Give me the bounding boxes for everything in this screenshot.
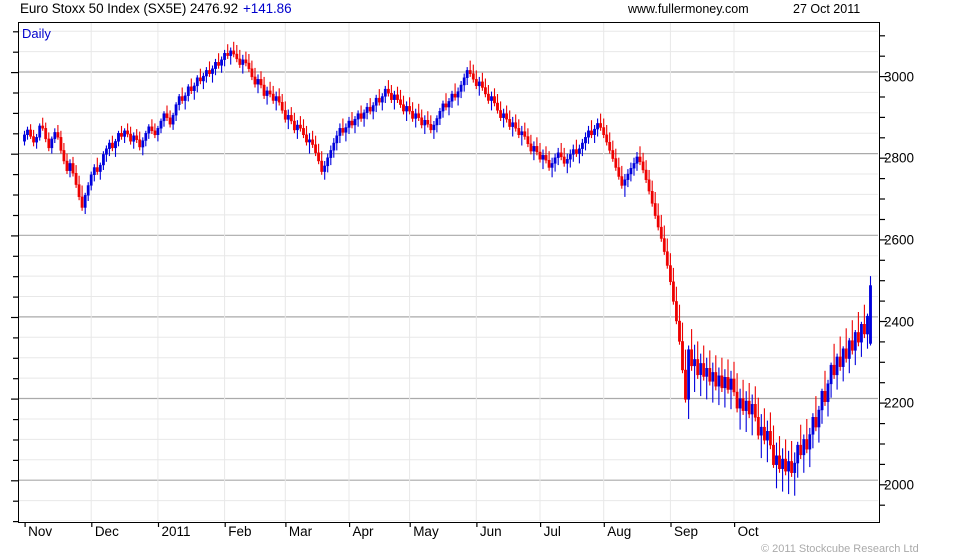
x-axis-tick-label: Dec [94,524,119,539]
instrument-name-and-price: Euro Stoxx 50 Index (SX5E) 2476.92 [20,1,238,16]
y-axis-tick-label: 2000 [884,477,915,493]
chart-header: Euro Stoxx 50 Index (SX5E) 2476.92 +141.8… [0,0,960,22]
x-axis-tick-label: Feb [228,524,252,539]
x-axis-tick-label: Aug [607,524,632,539]
y-axis-tick-label: 2400 [884,314,915,329]
x-axis-tick-label: Apr [352,524,374,539]
y-axis-tick-label: 2800 [884,150,915,166]
x-axis: Nov Dec 2011 Feb Mar Apr May Jun Jul Aug Sep Oct [0,522,960,546]
x-axis-tick-label: Jul [543,524,561,539]
y-axis-tick-label: 2600 [884,232,915,248]
x-axis-tick-label: Oct [737,524,759,539]
source-website[interactable]: www.fullermoney.com [628,2,749,16]
copyright-notice: © 2011 Stockcube Research Ltd [761,543,919,555]
y-axis-tick-label: 3000 [884,69,915,85]
x-axis-ticks [24,522,736,527]
chart-date: 27 Oct 2011 [793,2,861,16]
instrument-title: Euro Stoxx 50 Index (SX5E) 2476.92 +141.8… [20,1,292,16]
y-axis-tick-label: 2200 [884,395,915,411]
x-axis-tick-label: Jun [479,524,502,539]
y-axis: 2000 2200 2400 2600 2800 3000 [880,22,960,523]
candlestick-plot [19,23,878,521]
plot-area[interactable] [18,22,880,523]
y-axis-left-ticks [11,31,18,523]
x-axis-tick-label: Nov [28,524,53,539]
period-label: Daily [22,26,51,41]
y-axis-ticks [880,35,887,506]
price-change: +141.86 [243,1,292,16]
x-axis-tick-label: Mar [288,524,313,539]
x-axis-tick-label: May [413,524,439,539]
x-axis-tick-label: 2011 [161,524,191,539]
x-axis-tick-label: Sep [673,524,698,539]
